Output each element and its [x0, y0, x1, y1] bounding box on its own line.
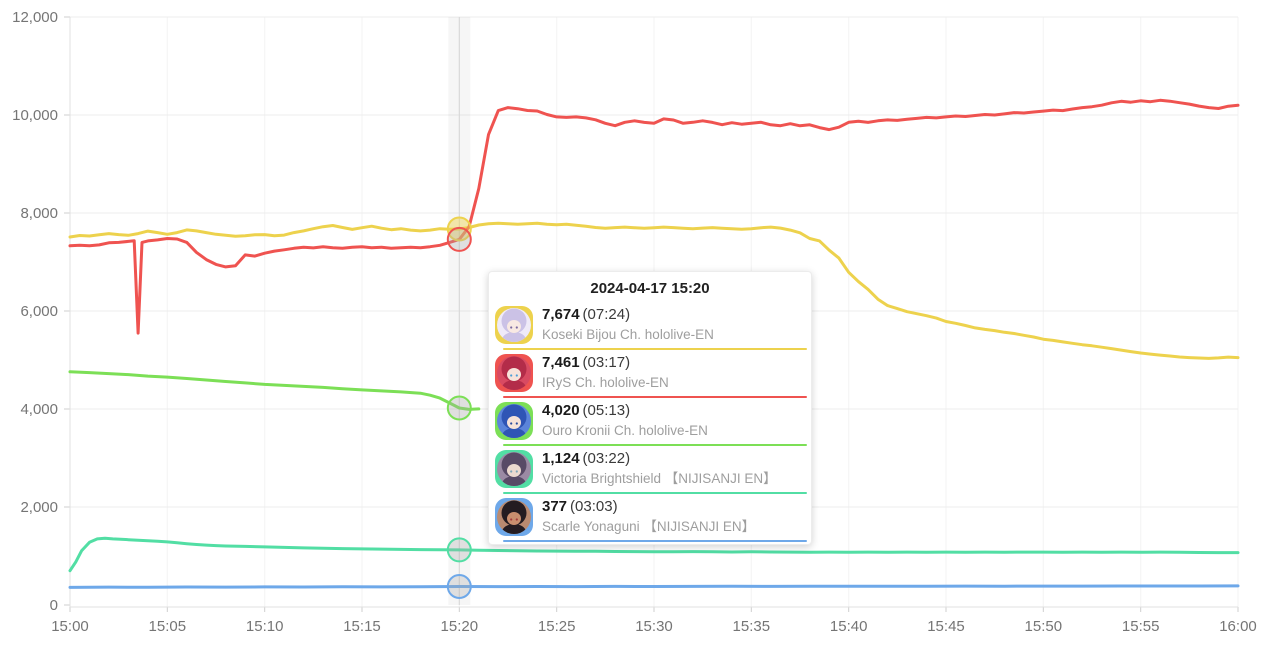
x-tick-label: 15:40: [830, 618, 868, 635]
y-tick-label: 2,000: [20, 499, 58, 516]
series-line-scarle-yonaguni[interactable]: [68, 584, 1240, 589]
hover-marker-ouro-kronii[interactable]: [446, 395, 472, 421]
y-tick-label: 0: [50, 597, 58, 614]
x-tick-label: 15:05: [149, 618, 187, 635]
y-tick-label: 6,000: [20, 303, 58, 320]
hover-marker-irys[interactable]: [446, 226, 472, 252]
x-tick-label: 15:10: [246, 618, 284, 635]
x-tick-label: 15:45: [927, 618, 965, 635]
hover-marker-koseki-bijou[interactable]: [446, 216, 472, 242]
hover-marker-victoria-brightshield[interactable]: [446, 537, 472, 563]
x-tick-label: 15:35: [733, 618, 771, 635]
x-tick-label: 15:55: [1122, 618, 1160, 635]
series-line-victoria-brightshield[interactable]: [68, 536, 1240, 573]
x-tick-label: 15:50: [1025, 618, 1063, 635]
y-tick-label: 4,000: [20, 401, 58, 418]
series-line-ouro-kronii[interactable]: [68, 370, 481, 411]
x-tick-label: 15:00: [51, 618, 89, 635]
series-line-irys[interactable]: [68, 98, 1240, 335]
y-tick-label: 10,000: [12, 107, 58, 124]
y-tick-label: 8,000: [20, 205, 58, 222]
y-tick-label: 12,000: [12, 9, 58, 26]
hover-marker-scarle-yonaguni[interactable]: [446, 574, 472, 599]
x-tick-label: 15:20: [441, 618, 479, 635]
x-tick-label: 16:00: [1219, 618, 1257, 635]
x-tick-label: 15:25: [538, 618, 576, 635]
series-line-koseki-bijou[interactable]: [68, 221, 1240, 360]
x-tick-label: 15:30: [635, 618, 673, 635]
x-tick-label: 15:15: [343, 618, 381, 635]
